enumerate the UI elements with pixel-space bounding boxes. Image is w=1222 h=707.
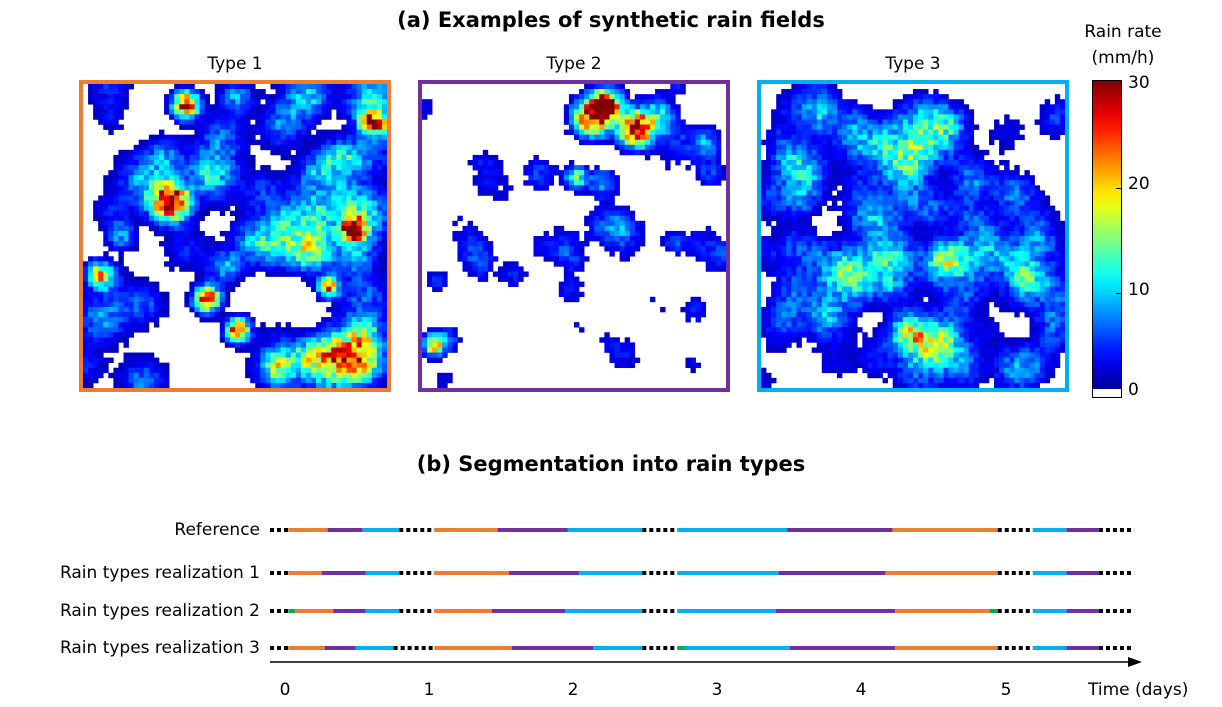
colorbar-tick-0: 0 xyxy=(1128,380,1139,400)
x-tick-0: 0 xyxy=(279,680,291,700)
rain-field-type-1 xyxy=(79,80,391,392)
colorbar-tickmark xyxy=(1116,293,1122,294)
x-tick-1: 1 xyxy=(423,680,435,700)
x-axis-label: Time (days) xyxy=(1088,680,1189,700)
panel-title-type-2: Type 2 xyxy=(546,54,602,74)
x-tick-4: 4 xyxy=(855,680,867,700)
x-tick-5: 5 xyxy=(1000,680,1012,700)
rain-field-type-3 xyxy=(757,80,1069,392)
colorbar-tickmark xyxy=(1116,188,1122,189)
colorbar-tick-30: 30 xyxy=(1128,73,1150,93)
colorbar xyxy=(1092,80,1122,398)
title-rain-fields: (a) Examples of synthetic rain fields xyxy=(397,8,825,32)
time-axis-arrowhead xyxy=(1128,657,1142,667)
x-tick-3: 3 xyxy=(711,680,723,700)
x-tick-2: 2 xyxy=(567,680,579,700)
rain-field-type-3-image xyxy=(761,84,1065,388)
rain-field-type-1-image xyxy=(83,84,387,388)
panel-title-type-3: Type 3 xyxy=(885,54,941,74)
row-label-realization-3: Rain types realization 3 xyxy=(59,638,260,658)
panel-title-type-1: Type 1 xyxy=(207,54,263,74)
segmentation-timeline xyxy=(270,528,1142,667)
title-segmentation: (b) Segmentation into rain types xyxy=(416,452,806,476)
rain-field-type-2-image xyxy=(422,84,726,388)
colorbar-tick-20: 20 xyxy=(1128,174,1150,194)
row-label-realization-2: Rain types realization 2 xyxy=(59,601,260,621)
row-label-realization-1: Rain types realization 1 xyxy=(59,563,260,583)
row-label-reference: Reference xyxy=(174,520,260,540)
rain-field-type-2 xyxy=(418,80,730,392)
colorbar-unit: (mm/h) xyxy=(1091,48,1155,68)
colorbar-zero-band xyxy=(1092,389,1122,398)
colorbar-tick-10: 10 xyxy=(1128,280,1150,300)
colorbar-title: Rain rate xyxy=(1084,22,1162,42)
